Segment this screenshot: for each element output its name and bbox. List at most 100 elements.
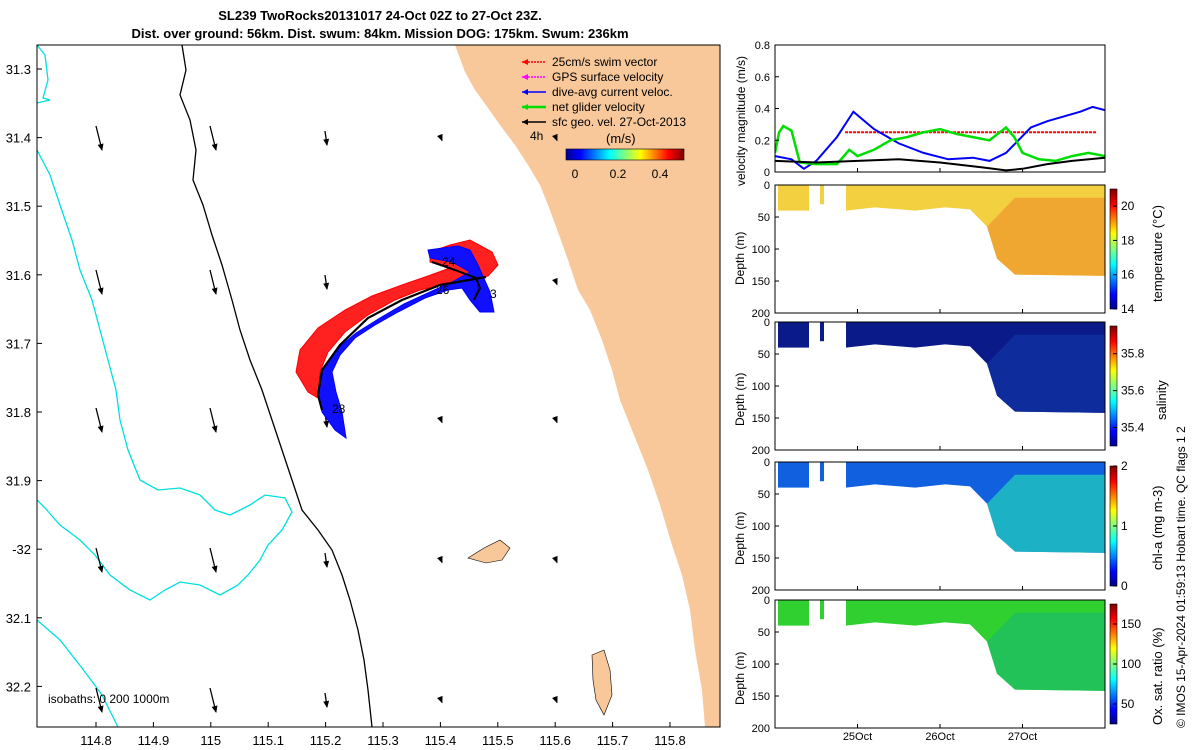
island: [467, 539, 511, 564]
date-tick-label: 26Oct: [925, 731, 954, 743]
y-tick-label: 100: [752, 381, 770, 393]
section-panel: 0 50 100 150 200 0 1 2: [752, 457, 1128, 597]
isobath-1000m: [37, 45, 51, 104]
y-tick-label: 0: [764, 457, 770, 469]
colorbar-tick-label: 16: [1121, 268, 1135, 282]
y-tick-label: 200: [752, 445, 770, 457]
section-data-field: [987, 474, 1105, 553]
vector-arrow: [551, 277, 558, 286]
section-data-block: [778, 185, 809, 211]
x-tick-label: 115.7: [597, 733, 629, 748]
y-tick-label: 150: [752, 413, 770, 425]
vector-arrow: [551, 415, 558, 424]
section-data-block: [820, 322, 824, 342]
vector-arrow: [323, 130, 330, 146]
x-tick-label: 115.3: [367, 733, 399, 748]
colorbar-tick-label: 100: [1121, 657, 1141, 671]
figure-title-line1: SL239 TwoRocks20131017 24-Oct 02Z to 27-…: [218, 8, 542, 23]
y-tick-label: 100: [752, 659, 770, 671]
vector-arrow: [436, 695, 443, 704]
colorbar: [1109, 188, 1118, 310]
y-tick-label: 31.8: [6, 405, 31, 420]
y-tick-label: 100: [752, 521, 770, 533]
section-data-field: [987, 334, 1105, 413]
y-tick-label: 31.6: [6, 268, 31, 283]
day-label: 3: [490, 287, 497, 301]
vector-arrow: [209, 125, 218, 151]
day-label: 24: [442, 255, 456, 269]
colorbar-tick-label: 35.4: [1121, 421, 1145, 435]
temperature-cbar-label: temperature (°C): [1150, 205, 1165, 302]
vector-arrow: [209, 269, 218, 295]
date-tick-label: 27Oct: [1008, 731, 1037, 743]
depth-ylabel: Depth (m): [733, 372, 747, 426]
y-tick-label: 100: [752, 244, 770, 256]
vector-arrow: [323, 552, 330, 568]
x-tick-label: 115.8: [654, 733, 686, 748]
colorbar-tick-label: 50: [1121, 697, 1135, 711]
y-tick-label: 50: [758, 627, 770, 639]
copyright-footer: © IMOS 15-Apr-2024 01:59:13 Hobart time.…: [1174, 426, 1188, 728]
colorbar-tick-label: 2: [1121, 459, 1128, 473]
section-panel: 0 50 100 150 200 35.4 35.6 35.8: [752, 317, 1145, 457]
oxsat-cbar-label: Ox. sat. ratio (%): [1150, 627, 1165, 725]
legend-arrowhead: [522, 119, 528, 125]
y-tick-label: 50: [758, 212, 770, 224]
legend-arrowhead: [522, 104, 528, 110]
x-tick-label: 115.5: [482, 733, 514, 748]
isobath-1000m: [37, 149, 293, 601]
depth-ylabel: Depth (m): [733, 231, 747, 285]
section-data-field: [987, 197, 1105, 276]
day-label: 26: [436, 283, 450, 297]
map-y-axis: 31.3 31.4 31.5 31.6 31.7 31.8 31.9 -32 32.1 32.2: [6, 62, 42, 694]
vector-arrow: [323, 692, 330, 708]
y-tick-label: 0: [764, 167, 770, 179]
legend-label: sfc geo. vel. 27-Oct-2013: [552, 115, 686, 129]
colorbar-tick-label: 18: [1121, 233, 1135, 247]
glider-path-end: [431, 261, 482, 301]
y-tick-label: 0: [764, 180, 770, 192]
colorbar-tick: 0: [572, 167, 579, 181]
section-data-block: [820, 462, 824, 482]
vector-arrow: [95, 687, 104, 713]
x-tick-label: 115.1: [252, 733, 284, 748]
legend-label: 25cm/s swim vector: [552, 55, 657, 69]
colorbar-tick-label: 20: [1121, 199, 1135, 213]
colorbar: [1109, 325, 1118, 447]
current-vector-fan: [317, 245, 495, 440]
y-tick-label: 31.4: [6, 131, 31, 146]
section-panel: 0 50 100 150 200 14 16 18 20: [752, 180, 1135, 320]
section-data-block: [778, 462, 809, 488]
legend-label: GPS surface velocity: [552, 70, 663, 84]
y-tick-label: 150: [752, 276, 770, 288]
colorbar-tick-label: 35.8: [1121, 347, 1145, 361]
speed-colorbar: [565, 148, 685, 161]
legend-label: net glider velocity: [552, 100, 645, 114]
x-tick-label: 114.9: [138, 733, 170, 748]
vector-arrow: [436, 133, 443, 142]
section-data-block: [778, 600, 809, 626]
section-data-block: [778, 322, 809, 348]
x-tick-label: 115: [200, 733, 221, 748]
section-panel: 0 50 100 150 200 50 100 150: [752, 595, 1142, 735]
velocity-series-line: [775, 105, 1105, 171]
depth-ylabel: Depth (m): [733, 651, 747, 705]
y-tick-label: 50: [758, 489, 770, 501]
salinity-cbar-label: salinity: [1154, 380, 1169, 420]
depth-ylabel: Depth (m): [733, 511, 747, 565]
colorbar-tick-label: 150: [1121, 617, 1141, 631]
velocity-ylabel: velocity magnitude (m/s): [734, 55, 748, 186]
colorbar-tick: 0.4: [652, 167, 669, 181]
vector-arrow: [95, 269, 104, 295]
map-frame: [36, 44, 721, 728]
y-tick-label: 150: [752, 691, 770, 703]
glider-path: [316, 275, 487, 411]
vector-arrow: [209, 687, 218, 713]
legend-label: dive-avg current veloc.: [552, 85, 673, 99]
y-tick-label: 0: [764, 317, 770, 329]
vector-arrow: [95, 547, 104, 573]
section-data-block: [820, 600, 824, 620]
land-mass: [455, 45, 720, 727]
